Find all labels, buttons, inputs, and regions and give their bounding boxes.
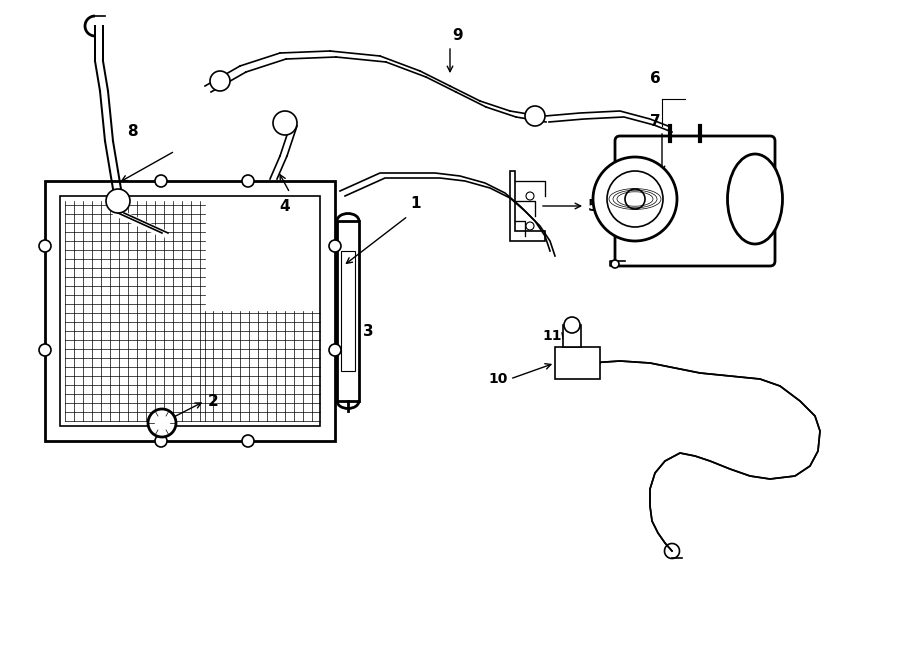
- Text: 3: 3: [363, 323, 374, 338]
- Text: 5: 5: [588, 198, 598, 214]
- Circle shape: [625, 189, 645, 209]
- Text: 4: 4: [280, 199, 291, 214]
- Text: 10: 10: [489, 372, 508, 386]
- Circle shape: [273, 111, 297, 135]
- Text: 8: 8: [127, 124, 138, 139]
- Circle shape: [525, 106, 545, 126]
- Text: 11: 11: [543, 329, 562, 343]
- Circle shape: [611, 260, 619, 268]
- Circle shape: [210, 71, 230, 91]
- Circle shape: [329, 344, 341, 356]
- Text: 7: 7: [650, 114, 661, 129]
- Circle shape: [593, 157, 677, 241]
- Bar: [60, 196, 320, 426]
- Text: 2: 2: [208, 393, 219, 408]
- Text: 6: 6: [650, 71, 661, 86]
- Bar: [45, 181, 335, 441]
- Ellipse shape: [727, 154, 782, 244]
- Bar: [337, 221, 359, 401]
- Text: 1: 1: [410, 196, 420, 211]
- FancyBboxPatch shape: [615, 136, 775, 266]
- Circle shape: [526, 222, 534, 230]
- Circle shape: [148, 409, 176, 437]
- Circle shape: [155, 435, 167, 447]
- Circle shape: [155, 175, 167, 187]
- Circle shape: [39, 344, 51, 356]
- Circle shape: [39, 240, 51, 252]
- Circle shape: [329, 240, 341, 252]
- Polygon shape: [510, 171, 545, 241]
- Bar: [555, 347, 600, 379]
- Text: 9: 9: [452, 28, 463, 43]
- Bar: [563, 325, 581, 347]
- Circle shape: [242, 435, 254, 447]
- Bar: [341, 251, 355, 371]
- Circle shape: [564, 317, 580, 333]
- Circle shape: [242, 175, 254, 187]
- Circle shape: [526, 192, 534, 200]
- Circle shape: [106, 189, 130, 213]
